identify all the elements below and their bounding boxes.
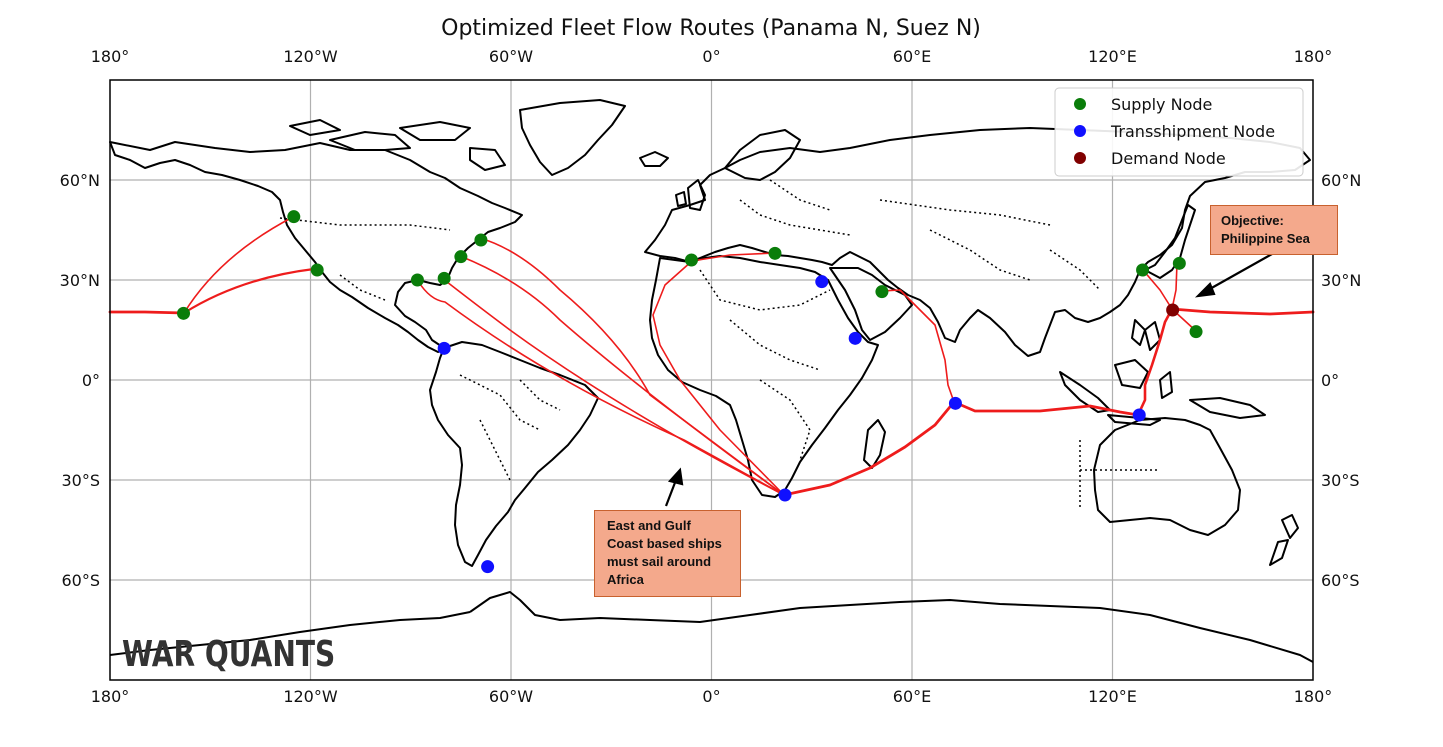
legend-label-transshipment: Transshipment Node xyxy=(1110,122,1275,141)
arrowhead-africa xyxy=(667,467,684,486)
supply-node xyxy=(1189,325,1203,339)
y-tick-label-left: 30°S xyxy=(61,471,100,490)
x-tick-label-bottom: 60°W xyxy=(489,687,533,706)
x-tick-label-bottom: 180° xyxy=(1294,687,1333,706)
coast-japan xyxy=(1144,204,1196,279)
coast-africa xyxy=(649,255,879,498)
coast-eurasia xyxy=(644,127,1311,357)
legend-label-demand: Demand Node xyxy=(1111,149,1226,168)
x-tick-label-bottom: 60°E xyxy=(893,687,931,706)
map-title: Optimized Fleet Flow Routes (Panama N, S… xyxy=(441,16,981,41)
supply-node xyxy=(1172,256,1186,270)
route-boston-cape xyxy=(479,237,785,496)
coast-arabia xyxy=(829,267,913,341)
y-tick-label-right: 0° xyxy=(1321,371,1339,390)
y-tick-label-right: 30°S xyxy=(1321,471,1360,490)
y-tick-label-left: 0° xyxy=(82,371,100,390)
route-japan2-demand xyxy=(1171,262,1178,310)
legend-marker-demand xyxy=(1074,152,1086,164)
route-florida-cape xyxy=(441,277,785,496)
transshipment-node xyxy=(481,560,495,574)
arrow-objective xyxy=(1207,253,1273,291)
x-tick-label-top: 120°E xyxy=(1088,47,1137,66)
callout-africa: East and Gulf Coast based ships must sai… xyxy=(594,510,741,597)
supply-node xyxy=(474,233,488,247)
coast-new-zealand xyxy=(1269,514,1299,566)
coast-iceland xyxy=(639,151,669,167)
coast-britain xyxy=(675,179,706,211)
nodes xyxy=(177,210,1203,574)
supply-node xyxy=(1136,263,1150,277)
coast-greenland xyxy=(519,99,626,176)
supply-node xyxy=(454,250,468,264)
supply-node xyxy=(177,306,191,320)
borders xyxy=(279,179,1160,510)
coast-antarctica-west xyxy=(109,611,471,656)
arrow-africa xyxy=(664,479,678,507)
route-pacific-east xyxy=(1170,307,1315,316)
transshipment-node xyxy=(948,396,962,410)
coast-antarctica xyxy=(469,591,1314,663)
supply-node xyxy=(684,253,698,267)
x-tick-label-bottom: 120°W xyxy=(283,687,338,706)
demand-node xyxy=(1166,303,1180,317)
arrowhead-objective xyxy=(1194,282,1216,298)
x-tick-label-top: 60°W xyxy=(489,47,533,66)
annotation-arrows xyxy=(664,253,1273,507)
x-tick-label-bottom: 120°E xyxy=(1088,687,1137,706)
legend-marker-supply xyxy=(1074,98,1086,110)
transshipment-node xyxy=(848,331,862,345)
y-tick-label-right: 30°N xyxy=(1321,271,1361,290)
legend: Supply Node Transshipment Node Demand No… xyxy=(1054,87,1304,177)
supply-node xyxy=(287,210,301,224)
route-hawaii-seattle xyxy=(183,216,294,314)
transshipment-node xyxy=(437,341,451,355)
coast-indonesia xyxy=(1059,319,1266,426)
route-gulf-indian xyxy=(880,289,955,403)
tick-labels: 180° 180° 120°W 120°W 60°W 60°W 0° 0° 60°E 60°E 12… xyxy=(60,47,1362,706)
y-tick-label-right: 60°S xyxy=(1321,571,1360,590)
route-hawaii-la xyxy=(182,267,316,315)
plot-frame xyxy=(109,79,1314,681)
coast-madagascar xyxy=(863,419,886,469)
x-tick-label-bottom: 180° xyxy=(91,687,130,706)
y-tick-label-left: 30°N xyxy=(60,271,100,290)
routes xyxy=(108,216,1315,497)
supply-node xyxy=(875,285,889,299)
coast-north-america xyxy=(109,141,523,353)
callout-objective: Objective: Philippine Sea xyxy=(1210,205,1338,255)
transshipment-node xyxy=(778,488,792,502)
route-pacific-west xyxy=(108,310,186,315)
y-tick-label-left: 60°N xyxy=(60,171,100,190)
x-tick-label-top: 60°E xyxy=(893,47,931,66)
x-tick-label-top: 120°W xyxy=(283,47,338,66)
coast-australia xyxy=(1093,417,1241,536)
legend-label-supply: Supply Node xyxy=(1111,95,1212,114)
transshipment-node xyxy=(815,275,829,289)
legend-marker-transshipment xyxy=(1074,125,1086,137)
x-tick-label-bottom: 0° xyxy=(702,687,720,706)
y-tick-label-left: 60°S xyxy=(61,571,100,590)
coast-arctic-islands xyxy=(289,119,506,171)
route-japan1-demand xyxy=(1142,269,1173,310)
route-cape-indian xyxy=(782,400,1140,497)
route-med-cape xyxy=(652,252,785,496)
y-tick-label-right: 60°N xyxy=(1321,171,1361,190)
supply-node xyxy=(768,246,782,260)
supply-node xyxy=(410,273,424,287)
x-tick-label-top: 180° xyxy=(91,47,130,66)
route-gulf-cape xyxy=(417,280,785,496)
transshipment-node xyxy=(1132,408,1146,422)
coast-south-america xyxy=(429,341,599,567)
coast-scandinavia xyxy=(724,129,801,181)
watermark-logo: WAR QUANTS xyxy=(122,634,336,675)
route-indonesia-demand xyxy=(1136,307,1174,417)
x-tick-label-top: 0° xyxy=(702,47,720,66)
supply-node xyxy=(437,271,451,285)
x-tick-label-top: 180° xyxy=(1294,47,1333,66)
supply-node xyxy=(310,263,324,277)
